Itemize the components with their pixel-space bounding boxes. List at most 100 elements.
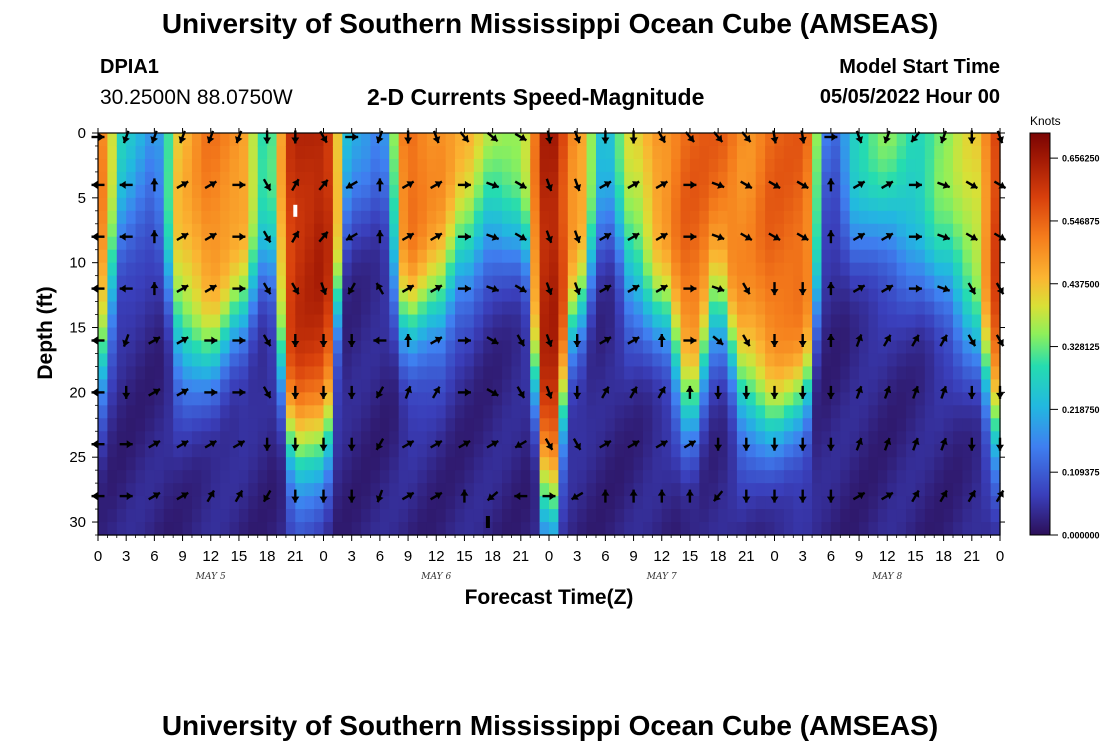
heatmap-cell — [915, 236, 926, 251]
heatmap-cell — [765, 509, 776, 523]
heatmap-cell — [492, 509, 503, 523]
heatmap-cell — [257, 496, 268, 510]
heatmap-cell — [135, 145, 146, 160]
heatmap-cell — [154, 314, 165, 329]
heatmap-cell — [605, 133, 616, 147]
heatmap-cell — [671, 340, 682, 355]
heatmap-cell — [567, 379, 578, 393]
heatmap-cell — [502, 158, 513, 173]
heatmap-cell — [370, 145, 381, 160]
heatmap-cell — [107, 197, 118, 212]
heatmap-cell — [323, 457, 334, 471]
current-vector — [657, 386, 667, 399]
heatmap-cell — [163, 483, 174, 497]
heatmap-cell — [821, 457, 832, 471]
current-vector — [486, 490, 499, 502]
heatmap-cell — [877, 171, 888, 186]
heatmap-cell — [605, 327, 616, 342]
heatmap-cell — [990, 522, 1001, 536]
heatmap-cell — [943, 353, 954, 368]
current-vector — [291, 437, 300, 451]
heatmap-cell — [530, 145, 541, 160]
heatmap-cell — [257, 133, 268, 147]
heatmap-cell — [361, 133, 372, 147]
heatmap-cell — [633, 301, 644, 316]
heatmap-cell — [755, 470, 766, 484]
heatmap-cell — [154, 223, 165, 238]
heatmap-cell — [201, 223, 212, 238]
heatmap-cell — [840, 314, 851, 329]
heatmap-cell — [821, 405, 832, 419]
heatmap-cell — [774, 236, 785, 251]
heatmap-cell — [953, 262, 964, 277]
heatmap-cell — [774, 444, 785, 458]
heatmap-cell — [332, 327, 343, 342]
heatmap-cell — [135, 197, 146, 212]
heatmap-cell — [248, 470, 259, 484]
heatmap-cell — [934, 197, 945, 212]
heatmap-cell — [379, 366, 390, 380]
heatmap-cell — [379, 353, 390, 368]
heatmap-cell — [821, 210, 832, 225]
heatmap-cell — [840, 496, 851, 510]
colorbar — [1029, 132, 1051, 536]
heatmap-cell — [455, 392, 466, 406]
heatmap-cell — [502, 275, 513, 290]
heatmap-cell — [595, 340, 606, 355]
heatmap-cell — [154, 379, 165, 393]
heatmap-cell — [229, 197, 240, 212]
heatmap-cell — [473, 340, 484, 355]
heatmap-cell — [605, 496, 616, 510]
heatmap-cell — [877, 509, 888, 523]
heatmap-cell — [126, 301, 137, 316]
heatmap-cell — [746, 483, 757, 497]
heatmap-cell — [877, 457, 888, 471]
current-vector — [119, 232, 133, 241]
heatmap-cell — [530, 405, 541, 419]
heatmap-cell — [642, 496, 653, 510]
heatmap-cell — [285, 470, 296, 484]
heatmap-cell — [859, 158, 870, 173]
heatmap-cell — [877, 184, 888, 199]
heatmap-cell — [342, 366, 353, 380]
heatmap-cell — [821, 431, 832, 445]
heatmap-cell — [201, 483, 212, 497]
heatmap-cell — [173, 145, 184, 160]
heatmap-cell — [220, 444, 231, 458]
heatmap-cell — [126, 392, 137, 406]
current-vector — [714, 437, 723, 451]
heatmap-cell — [962, 340, 973, 355]
heatmap-cell — [793, 249, 804, 264]
heatmap-cell — [492, 457, 503, 471]
heatmap-cell — [840, 509, 851, 523]
heatmap-cell — [379, 405, 390, 419]
heatmap-cell — [671, 145, 682, 160]
heatmap-cell — [990, 509, 1001, 523]
heatmap-cell — [304, 353, 315, 368]
heatmap-cell — [567, 262, 578, 277]
heatmap-cell — [370, 405, 381, 419]
current-vector — [262, 334, 272, 347]
current-vector — [430, 180, 443, 190]
heatmap-cell — [389, 431, 400, 445]
heatmap-cell — [868, 288, 879, 303]
heatmap-cell — [342, 392, 353, 406]
heatmap-cell — [812, 522, 823, 536]
heatmap-cell — [934, 327, 945, 342]
heatmap-cell — [765, 197, 776, 212]
heatmap-cell — [417, 197, 428, 212]
heatmap-cell — [633, 431, 644, 445]
heatmap-cell — [558, 483, 569, 497]
heatmap-cell — [595, 431, 606, 445]
heatmap-cell — [408, 288, 419, 303]
heatmap-cell — [520, 522, 531, 536]
heatmap-cell — [953, 171, 964, 186]
heatmap-cell — [530, 340, 541, 355]
current-vector — [545, 333, 553, 348]
heatmap-cell — [163, 275, 174, 290]
heatmap-cell — [238, 184, 249, 199]
heatmap-cell — [614, 249, 625, 264]
heatmap-cell — [793, 405, 804, 419]
x-tick-label: 9 — [178, 548, 186, 565]
heatmap-cell — [144, 275, 155, 290]
